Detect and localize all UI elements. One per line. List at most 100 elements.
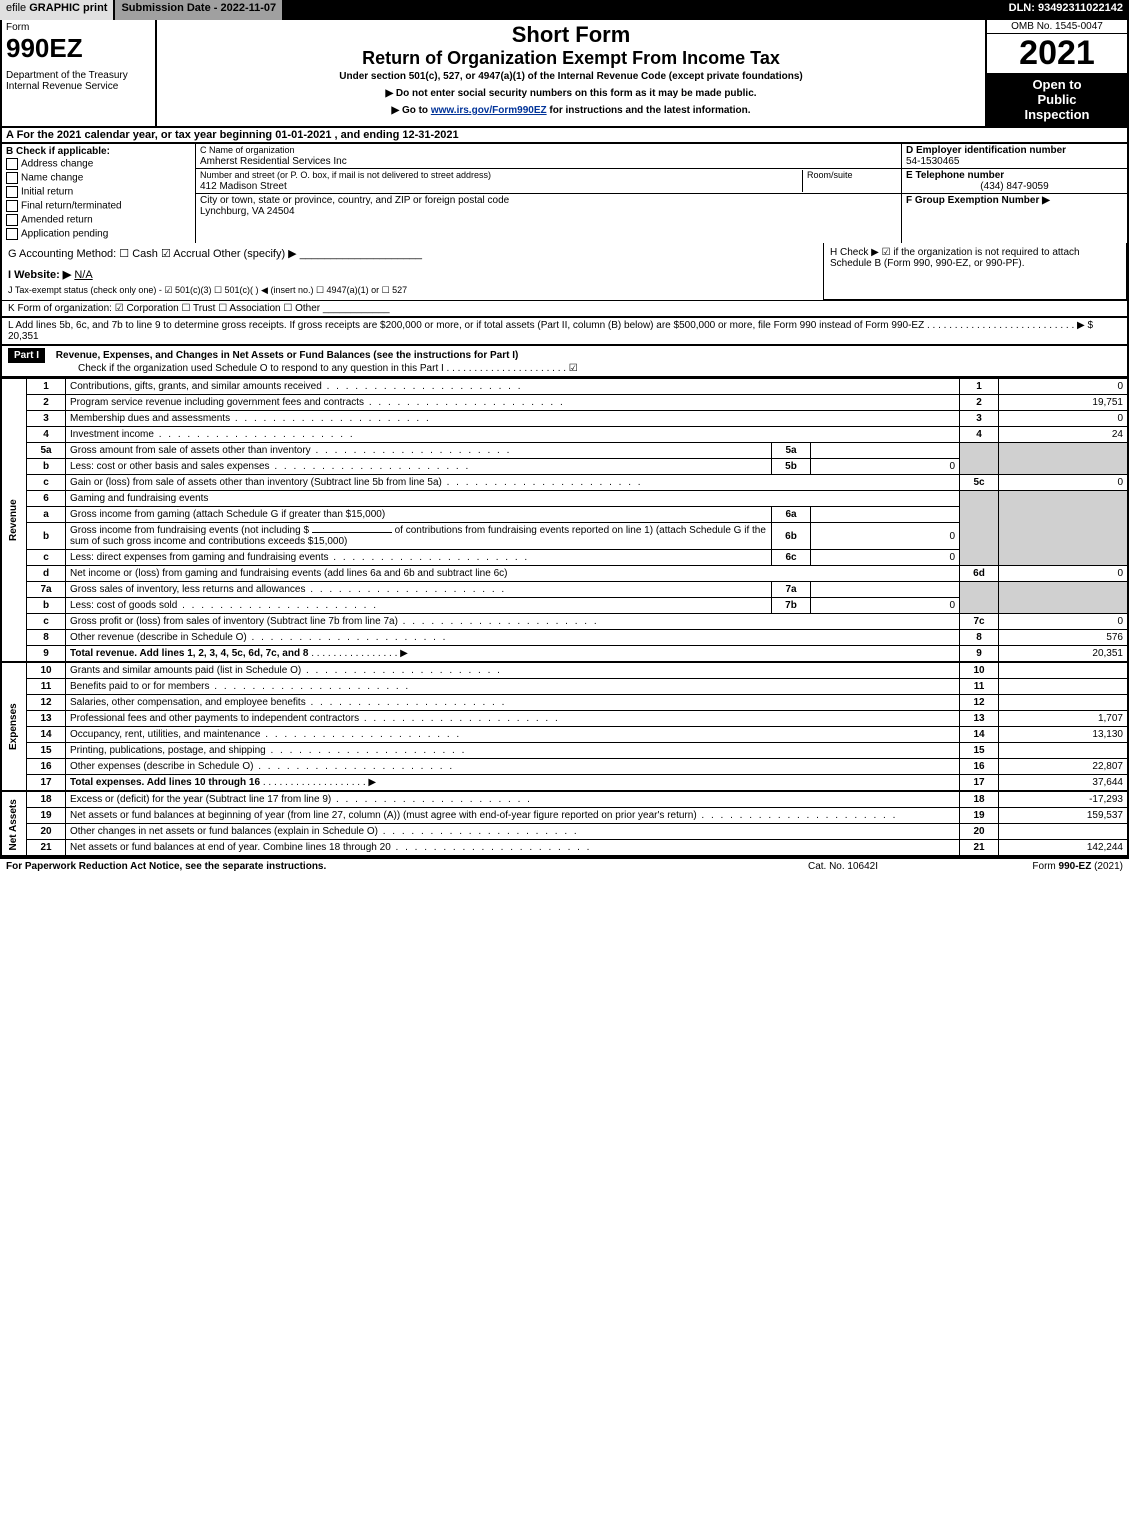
submission-date-button[interactable]: Submission Date - 2022-11-07 [115,0,284,20]
line-14-desc: Occupancy, rent, utilities, and maintena… [66,727,960,743]
line-5b-row: b Less: cost or other basis and sales ex… [1,459,1128,475]
form-number: 990EZ [6,33,151,64]
chk-final-return[interactable]: Final return/terminated [6,199,191,213]
line-8-num: 8 [27,630,66,646]
block-g-i-left: G Accounting Method: ☐ Cash ☑ Accrual Ot… [2,243,823,300]
line-11-desc: Benefits paid to or for members [66,679,960,695]
line-18-row: Net Assets 18 Excess or (deficit) for th… [1,792,1128,808]
line-4-num: 4 [27,427,66,443]
line-5a-sublbl: 5a [772,443,811,459]
line-4-linenum: 4 [960,427,999,443]
form-title-2: Return of Organization Exempt From Incom… [161,48,981,69]
line-5b-subval: 0 [811,459,960,475]
line-7c-desc: Gross profit or (loss) from sales of inv… [66,614,960,630]
top-bar: efile GRAPHIC print Submission Date - 20… [0,0,1129,20]
box-c-org-info: C Name of organization Amherst Residenti… [196,144,901,243]
line-6d-amount: 0 [999,566,1129,582]
line-6d-num: d [27,566,66,582]
line-7a-subval [811,582,960,598]
instr2-suffix: for instructions and the latest informat… [547,105,751,116]
form-title-3: Under section 501(c), 527, or 4947(a)(1)… [161,71,981,82]
topbar-spacer [284,0,1002,20]
line-13-desc: Professional fees and other payments to … [66,711,960,727]
website-label: I Website: ▶ [8,269,71,281]
line-6d-desc: Net income or (loss) from gaming and fun… [66,566,960,582]
org-address-cell: Number and street (or P. O. box, if mail… [196,169,901,194]
row-l-text: L Add lines 5b, 6c, and 7b to line 9 to … [8,320,1093,331]
line-2-desc: Program service revenue including govern… [66,395,960,411]
chk-name-change[interactable]: Name change [6,171,191,185]
chk-address-change[interactable]: Address change [6,157,191,171]
line-12-desc: Salaries, other compensation, and employ… [66,695,960,711]
row-k-form-org: K Form of organization: ☑ Corporation ☐ … [0,301,1129,318]
org-city-value: Lynchburg, VA 24504 [200,206,295,217]
line-7ab-grey [960,582,999,614]
line-6b-desc-1: Gross income from fundraising events (no… [70,525,309,536]
line-13-amount: 1,707 [999,711,1129,727]
line-5c-num: c [27,475,66,491]
form-instr-2: ▶ Go to www.irs.gov/Form990EZ for instru… [161,105,981,116]
chk-amended-return[interactable]: Amended return [6,213,191,227]
line-5ab-grey [960,443,999,475]
chk-application-pending[interactable]: Application pending [6,227,191,241]
box-b-checkboxes: B Check if applicable: Address change Na… [2,144,196,243]
line-19-linenum: 19 [960,808,999,824]
line-1-row: Revenue 1 Contributions, gifts, grants, … [1,379,1128,395]
chk-initial-return[interactable]: Initial return [6,185,191,199]
line-6a-num: a [27,507,66,523]
open-line-3: Inspection [989,107,1125,122]
expenses-side-label: Expenses [1,663,27,791]
line-6b-sublbl: 6b [772,523,811,550]
line-16-desc: Other expenses (describe in Schedule O) [66,759,960,775]
irs-link[interactable]: www.irs.gov/Form990EZ [431,105,547,116]
line-5b-num: b [27,459,66,475]
line-11-amount [999,679,1129,695]
line-10-linenum: 10 [960,663,999,679]
line-9-desc: Total revenue. Add lines 1, 2, 3, 4, 5c,… [70,648,308,659]
revenue-table: Revenue 1 Contributions, gifts, grants, … [0,378,1129,662]
line-18-linenum: 18 [960,792,999,808]
line-12-linenum: 12 [960,695,999,711]
group-exemption-label: F Group Exemption Number ▶ [906,195,1050,206]
line-6-num: 6 [27,491,66,507]
line-5c-row: c Gain or (loss) from sale of assets oth… [1,475,1128,491]
page-footer: For Paperwork Reduction Act Notice, see … [0,857,1129,874]
efile-graphic-print-link[interactable]: efile GRAPHIC print [0,0,115,20]
form-meta-column: OMB No. 1545-0047 2021 Open to Public In… [985,20,1127,126]
open-to-public-box: Open to Public Inspection [987,73,1127,126]
line-2-amount: 19,751 [999,395,1129,411]
footer-right-prefix: Form [1032,861,1058,872]
line-11-linenum: 11 [960,679,999,695]
line-6abc-grey [960,491,999,566]
line-15-amount [999,743,1129,759]
org-name-label: C Name of organization [200,145,295,155]
website-value: N/A [74,269,92,281]
org-address-value: 412 Madison Street [200,181,287,192]
footer-right: Form 990-EZ (2021) [943,861,1123,872]
revenue-side-label: Revenue [1,379,27,662]
line-14-amount: 13,130 [999,727,1129,743]
line-7a-desc: Gross sales of inventory, less returns a… [66,582,772,598]
submission-date-value: 2022-11-07 [221,2,277,14]
line-6b-subval: 0 [811,523,960,550]
dln-label: DLN: [1009,2,1038,14]
line-18-num: 18 [27,792,66,808]
line-17-arrow: ▶ [368,777,376,788]
line-3-amount: 0 [999,411,1129,427]
line-6a-subval [811,507,960,523]
line-9-amount: 20,351 [999,646,1129,662]
line-12-amount [999,695,1129,711]
line-11-row: 11 Benefits paid to or for members 11 [1,679,1128,695]
line-9-linenum: 9 [960,646,999,662]
line-8-amount: 576 [999,630,1129,646]
line-11-num: 11 [27,679,66,695]
dln-display: DLN: 93492311022142 [1003,0,1129,20]
line-19-row: 19 Net assets or fund balances at beginn… [1,808,1128,824]
line-6a-sublbl: 6a [772,507,811,523]
line-3-desc: Membership dues and assessments [66,411,960,427]
row-a-tax-year: A For the 2021 calendar year, or tax yea… [0,128,1129,144]
chk-final-return-label: Final return/terminated [21,201,122,212]
line-10-desc: Grants and similar amounts paid (list in… [66,663,960,679]
line-14-row: 14 Occupancy, rent, utilities, and maint… [1,727,1128,743]
line-21-amount: 142,244 [999,840,1129,857]
